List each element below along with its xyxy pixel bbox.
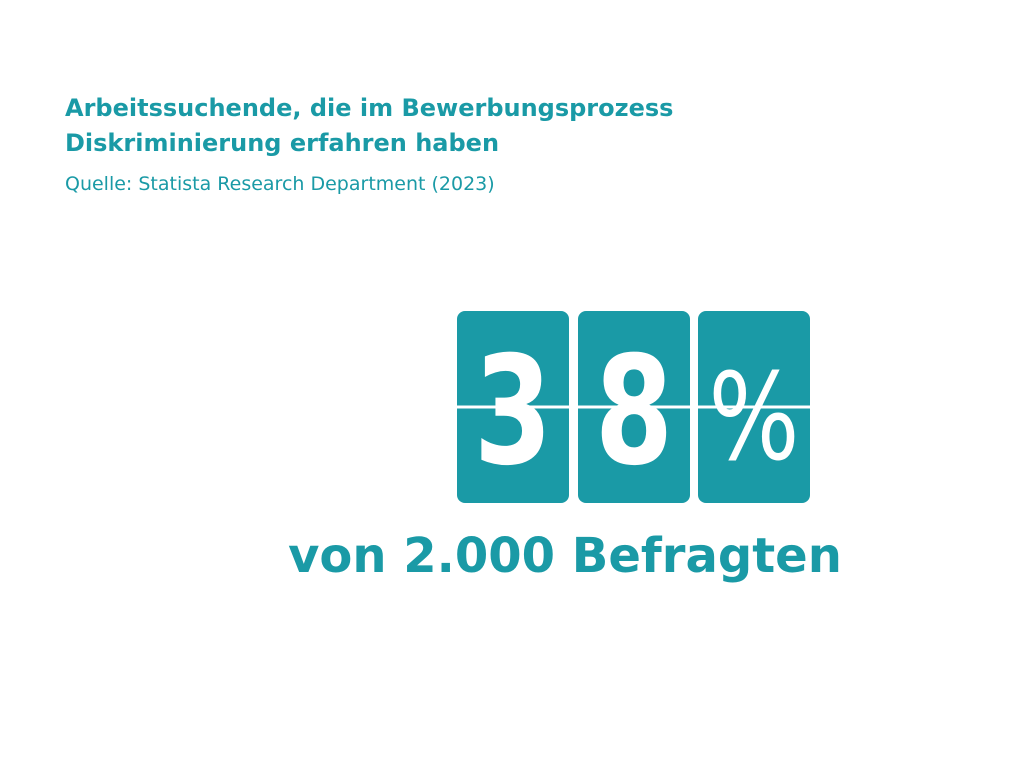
digit: 8 bbox=[595, 325, 673, 499]
percent-sign: % bbox=[708, 347, 799, 487]
caption: von 2.000 Befragten bbox=[288, 528, 842, 584]
title-line: Arbeitssuchende, die im Bewerbungsprozes… bbox=[65, 94, 673, 122]
title-line: Diskriminierung erfahren haben bbox=[65, 129, 499, 157]
digit: 3 bbox=[474, 325, 552, 499]
source: Quelle: Statista Research Department (20… bbox=[65, 173, 495, 195]
